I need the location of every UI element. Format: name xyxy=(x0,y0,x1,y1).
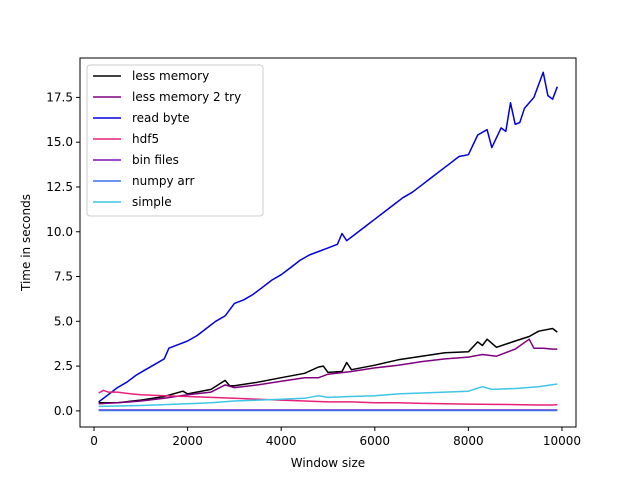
x-tick-label: 0 xyxy=(90,434,98,448)
series-line-less-memory xyxy=(98,327,558,404)
x-axis-ticks: 0 2000 4000 6000 8000 10000 xyxy=(90,427,581,448)
x-tick-label: 8000 xyxy=(453,434,484,448)
series-line-hdf5 xyxy=(98,389,558,406)
legend-label: less memory xyxy=(132,69,209,83)
legend-label: hdf5 xyxy=(132,132,159,146)
y-tick-label: 15.0 xyxy=(46,135,73,149)
y-tick-label: 2.5 xyxy=(54,359,73,373)
y-tick-label: 17.5 xyxy=(46,90,73,104)
y-tick-label: 5.0 xyxy=(54,314,73,328)
legend-label: less memory 2 try xyxy=(132,90,241,104)
series-line-simple xyxy=(98,383,558,408)
x-tick-label: 2000 xyxy=(172,434,203,448)
x-tick-label: 4000 xyxy=(266,434,297,448)
y-tick-label: 0.0 xyxy=(54,404,73,418)
x-tick-label: 10000 xyxy=(543,434,581,448)
legend-label: read byte xyxy=(132,111,190,125)
legend: less memory less memory 2 try read byte hdf… xyxy=(86,64,264,217)
series-line-less-memory-2-try xyxy=(98,338,558,405)
legend-box xyxy=(86,64,264,217)
x-axis-label: Window size xyxy=(291,456,365,470)
plot-lines xyxy=(98,71,559,412)
y-axis-label: Time in seconds xyxy=(19,194,33,292)
y-axis-ticks: 0.0 2.5 5.0 7.5 10.0 12.5 15.0 17.5 xyxy=(46,90,80,418)
y-tick-label: 10.0 xyxy=(46,225,73,239)
legend-label: numpy arr xyxy=(132,174,195,188)
y-tick-label: 7.5 xyxy=(54,270,73,284)
legend-label: bin files xyxy=(132,153,179,167)
legend-label: simple xyxy=(132,195,172,209)
plot-frame xyxy=(79,57,577,428)
series-line-read-byte xyxy=(98,71,559,403)
x-tick-label: 6000 xyxy=(360,434,391,448)
y-tick-label: 12.5 xyxy=(46,180,73,194)
